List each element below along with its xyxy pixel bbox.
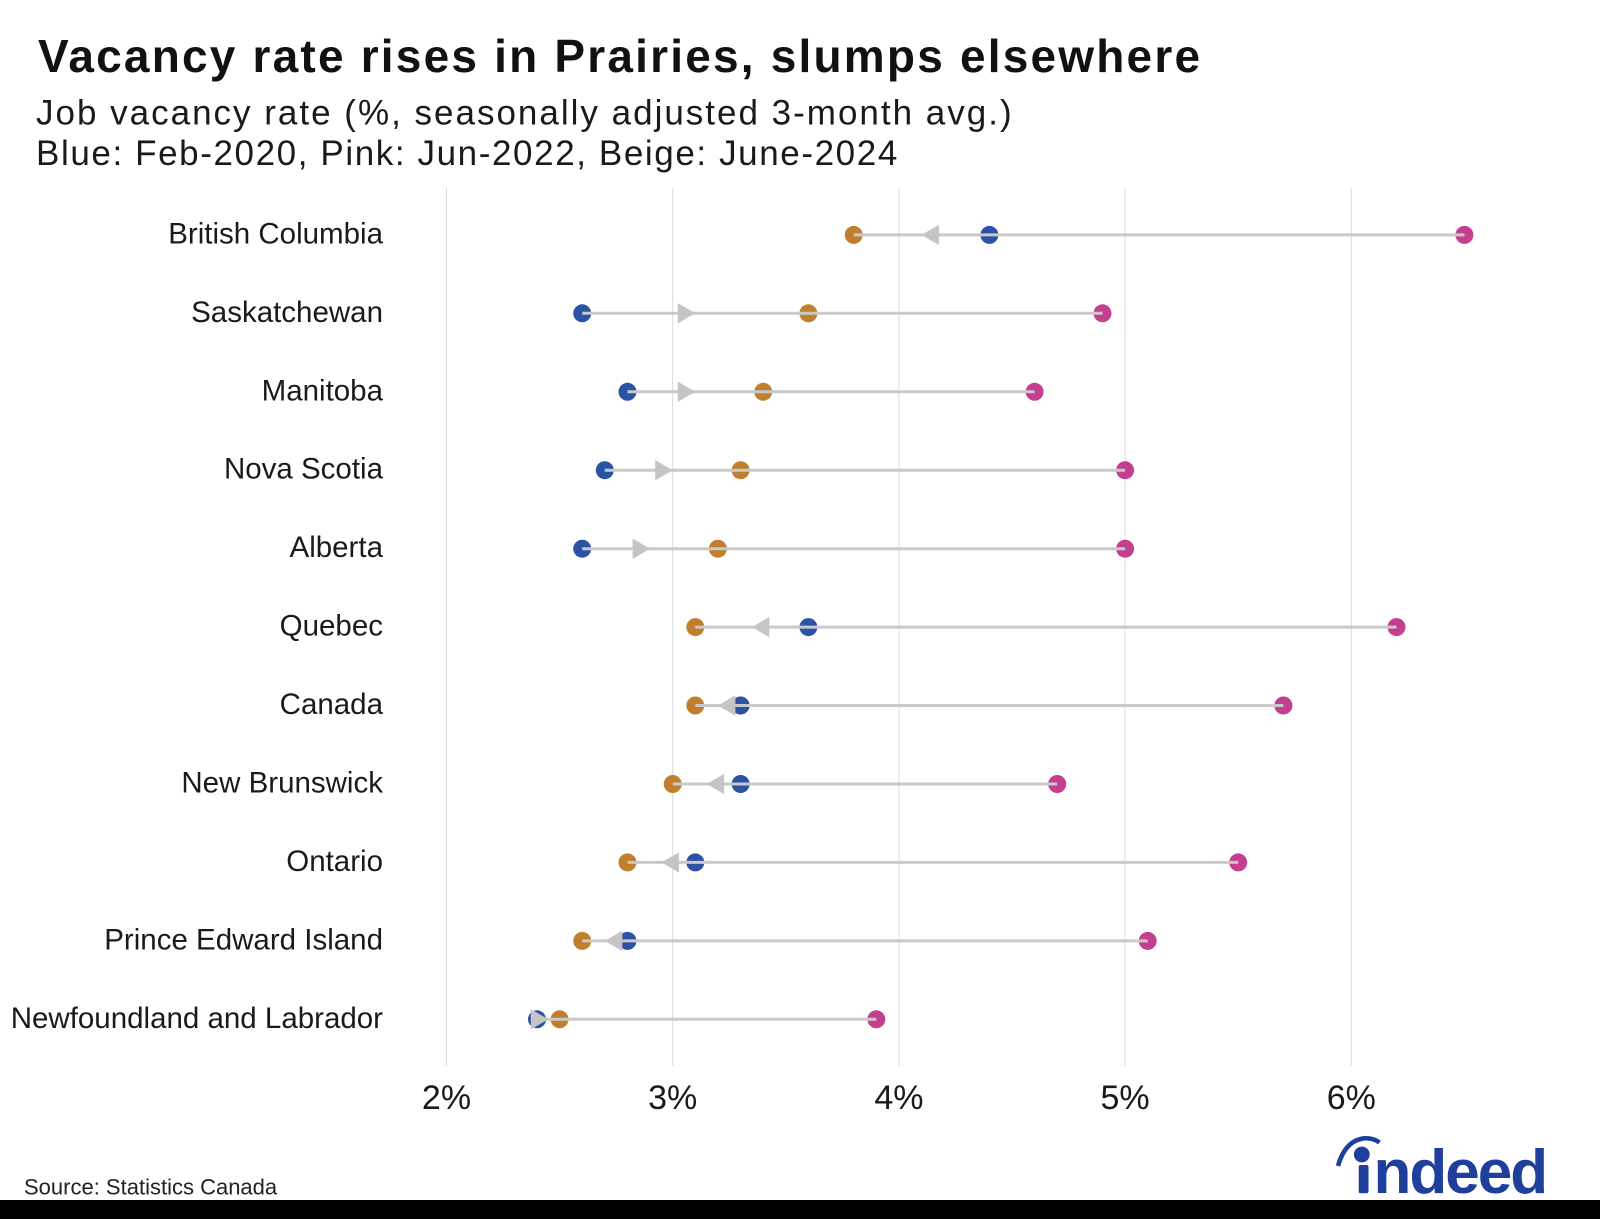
svg-text:Saskatchewan: Saskatchewan	[191, 296, 383, 329]
svg-text:Nova Scotia: Nova Scotia	[224, 453, 384, 486]
svg-text:Vacancy rate rises in Prairies: Vacancy rate rises in Prairies, slumps e…	[38, 30, 1202, 82]
svg-text:Blue: Feb-2020, Pink: Jun-2022: Blue: Feb-2020, Pink: Jun-2022, Beige: J…	[36, 134, 899, 173]
svg-text:3%: 3%	[648, 1079, 697, 1117]
svg-text:New Brunswick: New Brunswick	[181, 767, 383, 800]
svg-text:Job vacancy rate (%, seasonall: Job vacancy rate (%, seasonally adjusted…	[36, 94, 1014, 133]
svg-text:Manitoba: Manitoba	[262, 374, 384, 407]
svg-text:Source: Statistics Canada: Source: Statistics Canada	[24, 1175, 278, 1200]
svg-text:6%: 6%	[1327, 1079, 1376, 1117]
svg-text:5%: 5%	[1101, 1079, 1150, 1117]
svg-text:British Columbia: British Columbia	[168, 217, 383, 250]
svg-text:2%: 2%	[422, 1079, 471, 1117]
svg-text:Quebec: Quebec	[280, 610, 383, 643]
svg-text:Alberta: Alberta	[290, 531, 384, 564]
svg-text:Prince Edward Island: Prince Edward Island	[104, 923, 383, 956]
svg-text:Ontario: Ontario	[286, 845, 383, 878]
svg-text:Newfoundland and Labrador: Newfoundland and Labrador	[11, 1002, 383, 1035]
svg-text:ndeed: ndeed	[1374, 1138, 1547, 1207]
svg-text:4%: 4%	[874, 1079, 923, 1117]
svg-text:Canada: Canada	[280, 688, 384, 721]
